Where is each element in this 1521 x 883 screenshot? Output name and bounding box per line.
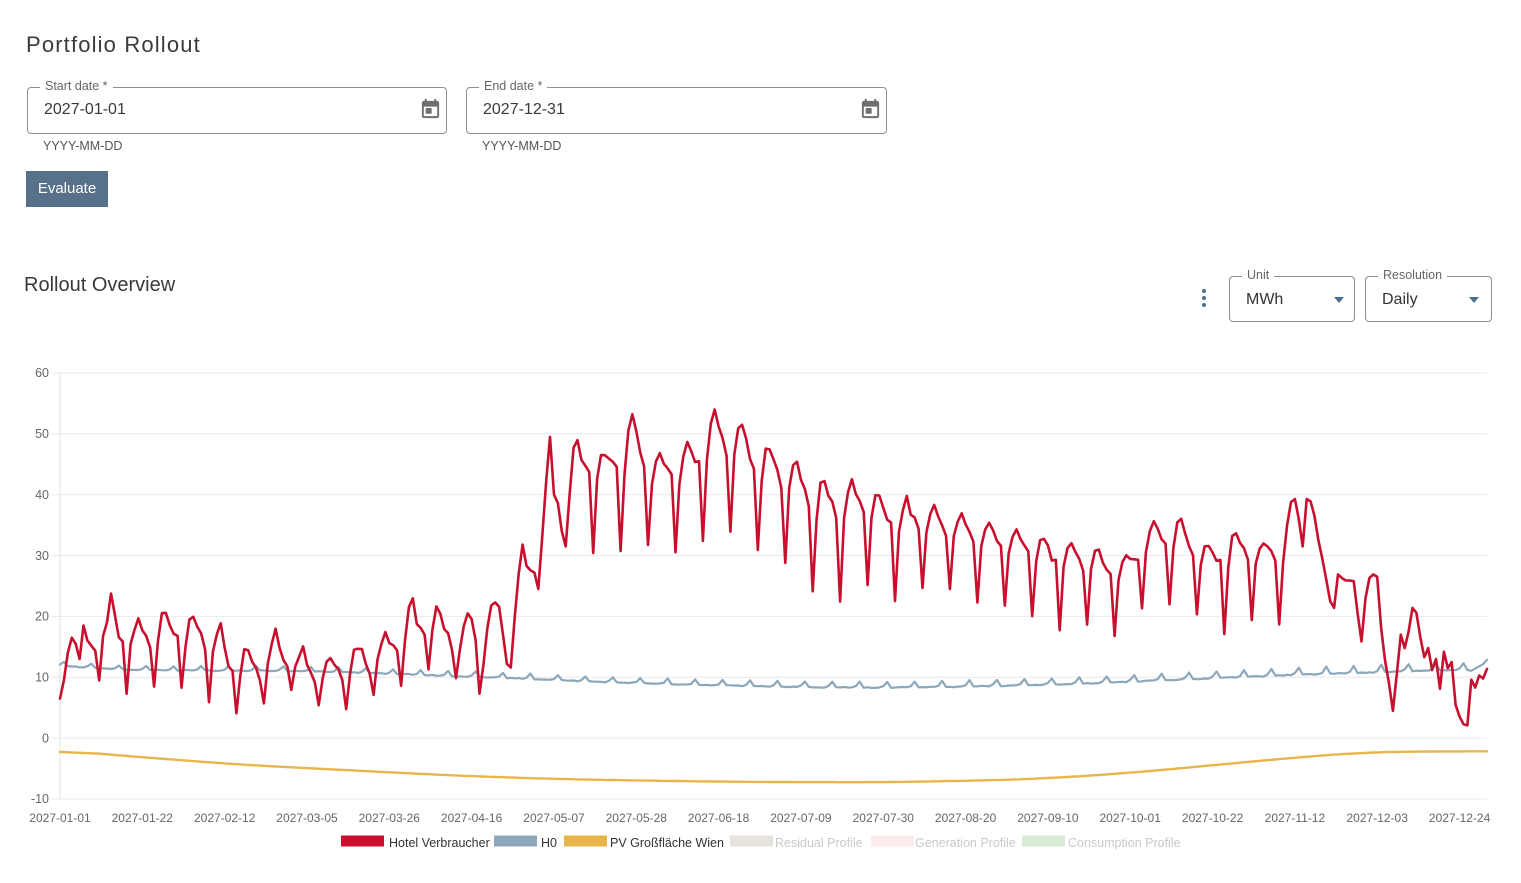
svg-text:2027-12-03: 2027-12-03	[1347, 811, 1409, 825]
svg-text:50: 50	[35, 427, 49, 441]
svg-text:10: 10	[35, 671, 49, 685]
svg-text:Consumption Profile: Consumption Profile	[1068, 836, 1181, 850]
svg-text:2027-06-18: 2027-06-18	[688, 811, 750, 825]
svg-text:60: 60	[35, 366, 49, 380]
svg-text:-10: -10	[31, 792, 49, 806]
svg-text:2027-10-22: 2027-10-22	[1182, 811, 1244, 825]
svg-text:2027-07-09: 2027-07-09	[770, 811, 832, 825]
svg-text:H0: H0	[541, 836, 557, 850]
svg-text:0: 0	[42, 731, 49, 745]
svg-text:2027-05-28: 2027-05-28	[606, 811, 668, 825]
svg-text:Hotel Verbraucher: Hotel Verbraucher	[389, 836, 490, 850]
svg-text:30: 30	[35, 549, 49, 563]
svg-text:40: 40	[35, 488, 49, 502]
svg-text:Residual Profile: Residual Profile	[775, 836, 863, 850]
svg-text:20: 20	[35, 610, 49, 624]
svg-text:2027-11-12: 2027-11-12	[1265, 811, 1326, 825]
svg-text:2027-01-01: 2027-01-01	[29, 811, 91, 825]
svg-text:2027-07-30: 2027-07-30	[853, 811, 915, 825]
svg-text:2027-03-26: 2027-03-26	[359, 811, 421, 825]
svg-text:2027-09-10: 2027-09-10	[1017, 811, 1079, 825]
svg-text:2027-08-20: 2027-08-20	[935, 811, 997, 825]
svg-text:2027-01-22: 2027-01-22	[112, 811, 174, 825]
svg-text:Generation Profile: Generation Profile	[915, 836, 1016, 850]
svg-text:2027-12-24: 2027-12-24	[1429, 811, 1491, 825]
svg-text:2027-04-16: 2027-04-16	[441, 811, 503, 825]
svg-text:2027-10-01: 2027-10-01	[1100, 811, 1162, 825]
svg-text:2027-03-05: 2027-03-05	[276, 811, 338, 825]
svg-text:PV Großfläche Wien: PV Großfläche Wien	[610, 836, 724, 850]
svg-text:2027-02-12: 2027-02-12	[194, 811, 256, 825]
svg-text:2027-05-07: 2027-05-07	[523, 811, 585, 825]
